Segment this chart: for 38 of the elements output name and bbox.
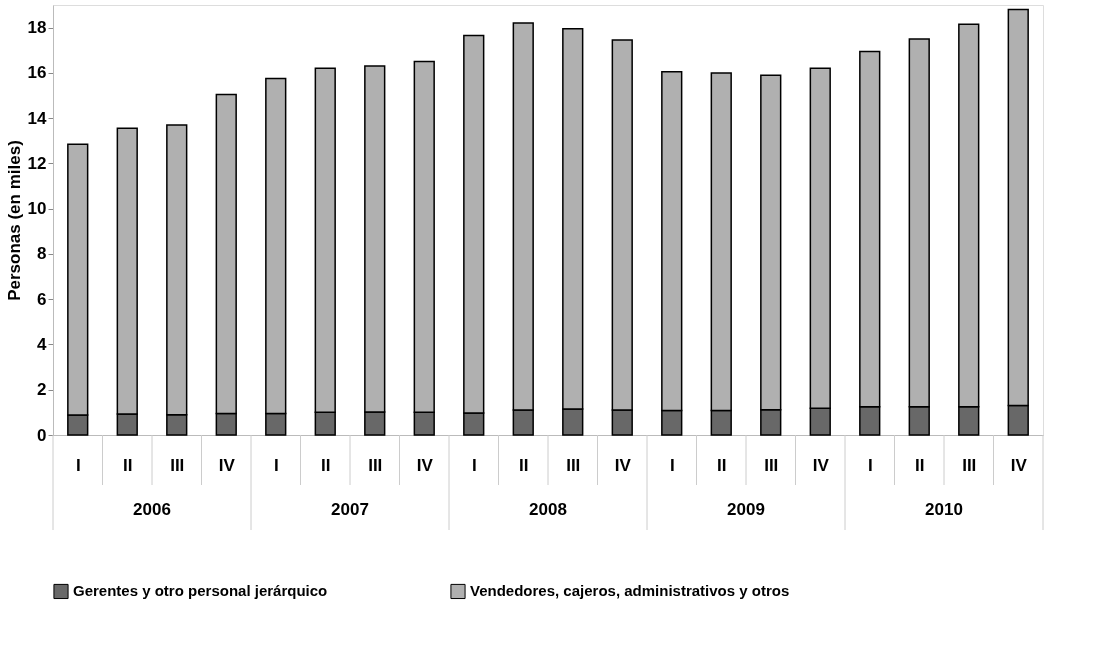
y-tick-label: 0 (37, 425, 47, 445)
x-tick-label: II (321, 455, 331, 475)
y-tick-label: 16 (27, 63, 47, 83)
legend-label: Vendedores, cajeros, administrativos y otros (470, 582, 790, 600)
x-tick-label: I (867, 455, 873, 475)
text: 2009 (727, 500, 765, 519)
y-tick-label: 10 (27, 199, 47, 219)
x-tick-label: III (170, 455, 185, 475)
x-tick-label: II (519, 455, 529, 475)
x-tick-label: IV (812, 455, 830, 475)
y-tick-label: 8 (37, 244, 47, 264)
x-tick-label: IV (1010, 455, 1028, 475)
x-tick-label: III (962, 455, 977, 475)
x-tick-label: III (368, 455, 383, 475)
y-axis-title: Personas (en miles) (4, 140, 24, 301)
legend-label: Gerentes y otro personal jerárquico (73, 582, 328, 600)
x-tick-label: IV (614, 455, 632, 475)
x-tick-label: II (915, 455, 925, 475)
text: 2008 (529, 500, 567, 519)
x-tick-label: I (75, 455, 81, 475)
y-tick-label: 18 (27, 18, 47, 38)
x-tick-label: II (717, 455, 727, 475)
x-tick-label: I (273, 455, 279, 475)
y-tick-label: 14 (27, 108, 48, 128)
text: 2010 (925, 500, 963, 519)
y-tick-label: 6 (37, 289, 47, 309)
x-tick-label: II (123, 455, 133, 475)
text: 2007 (331, 500, 369, 519)
x-tick-label: III (764, 455, 779, 475)
y-tick-label: 4 (37, 334, 48, 354)
text: 2006 (133, 500, 171, 519)
x-tick-label: IV (416, 455, 434, 475)
x-tick-label: I (669, 455, 675, 475)
x-tick-label: I (471, 455, 477, 475)
y-tick-label: 2 (37, 380, 47, 400)
x-tick-label: IV (218, 455, 236, 475)
y-tick-label: 12 (27, 153, 47, 173)
x-tick-label: III (566, 455, 581, 475)
